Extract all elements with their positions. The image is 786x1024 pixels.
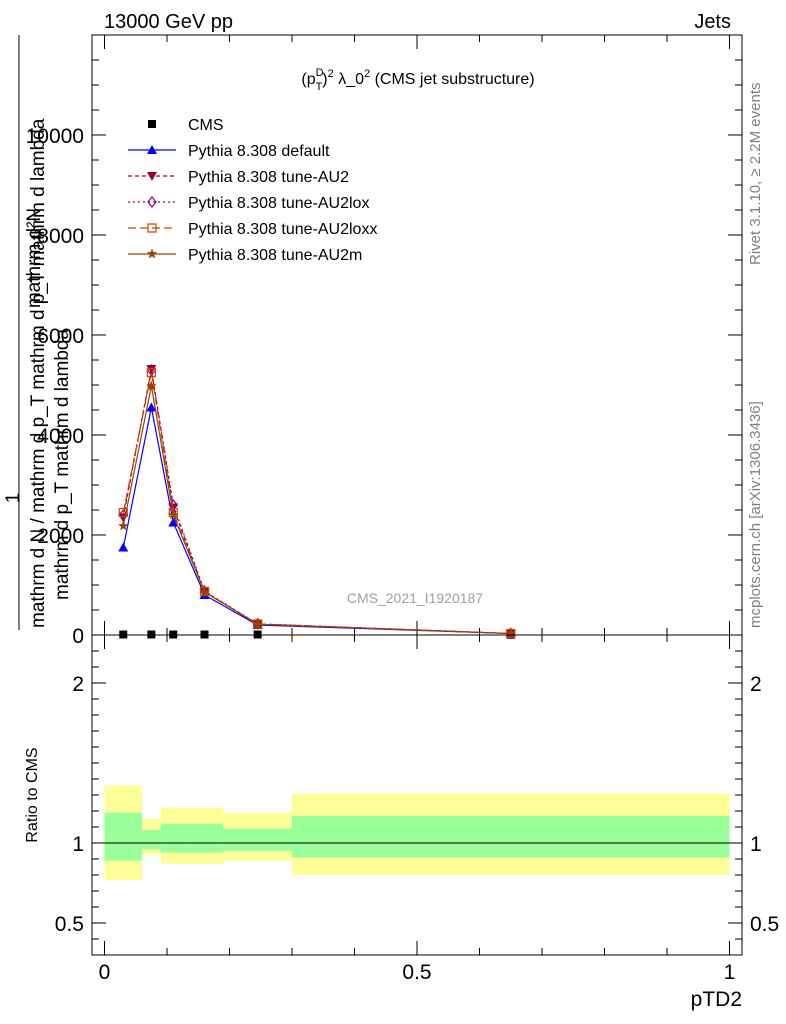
data-point	[146, 248, 158, 259]
ratio-bands	[104, 785, 730, 880]
y-tick-label: 0	[72, 625, 84, 648]
mcplots-info: mcplots.cern.ch [arXiv:1306.3436]	[747, 401, 764, 628]
data-point	[147, 223, 157, 233]
rivet-info: Rivet 3.1.10, ≥ 2.2M events	[747, 83, 764, 266]
y-label-numerator: mathrm d²N	[24, 208, 45, 308]
ratio-band-green	[104, 812, 142, 861]
legend-entry: Pythia 8.308 tune-AU2m	[128, 247, 362, 264]
data-point	[118, 520, 129, 531]
y-tick-label: 4000	[37, 425, 84, 448]
y-axis-label-ratio: Ratio to CMS	[24, 747, 41, 842]
plot-title: (pD T)2 λ_02 (CMS jet substructure)	[301, 67, 534, 93]
y-tick-label: 2000	[37, 525, 84, 548]
ratio-y-tick-label: 0.5	[55, 913, 84, 936]
legend-label: CMS	[188, 117, 224, 134]
legend-label: Pythia 8.308 tune-AU2	[188, 169, 349, 186]
header-energy-label: 13000 GeV pp	[104, 11, 233, 33]
ratio-band-green	[160, 823, 189, 853]
data-point	[252, 618, 263, 629]
y-tick-label: 8000	[37, 225, 84, 248]
data-point	[118, 507, 128, 518]
data-point	[146, 380, 157, 391]
ratio-y-tick-label: 1	[72, 833, 84, 856]
data-point	[146, 402, 157, 412]
data-point	[147, 145, 157, 154]
series-line	[122, 385, 511, 635]
y-label-one: 1	[3, 493, 24, 504]
legend-entry: Pythia 8.308 tune-AU2lox	[128, 195, 369, 212]
legend-entry: Pythia 8.308 default	[128, 143, 330, 160]
data-point	[199, 586, 210, 597]
x-tick-label: 1	[724, 961, 736, 984]
data-point	[147, 172, 157, 181]
data-point	[148, 120, 156, 128]
data-point	[147, 196, 157, 208]
data-point	[505, 628, 516, 638]
header-jets-label: Jets	[694, 11, 731, 33]
ratio-y-tick-label-right: 2	[750, 673, 762, 696]
analysis-watermark: CMS_2021_I1920187	[347, 590, 483, 606]
ratio-band-green	[223, 828, 292, 851]
data-point	[146, 367, 156, 378]
data-point	[168, 517, 179, 527]
legend-label: Pythia 8.308 tune-AU2loxx	[188, 221, 377, 238]
ratio-band-green	[188, 823, 224, 853]
y-label-denominator: mathrm d N / mathrm d p_T mathrm d p_T m…	[28, 118, 49, 628]
x-tick-label: 0	[99, 961, 111, 984]
x-axis-label: pTD2	[691, 988, 742, 1011]
y-tick-label: 6000	[37, 325, 84, 348]
data-point	[118, 542, 129, 552]
legend-entry: Pythia 8.308 tune-AU2loxx	[128, 221, 377, 238]
y-label-middle: mathrm d p_T mathrm d lambda	[52, 329, 73, 600]
ratio-y-tick-label-right: 0.5	[750, 913, 779, 936]
x-tick-label: 0.5	[402, 961, 431, 984]
legend-label: Pythia 8.308 tune-AU2lox	[188, 195, 369, 212]
legend-label: Pythia 8.308 default	[188, 143, 330, 160]
ratio-band-green	[292, 815, 730, 858]
main-panel: 0 2000 4000 6000 8000 10000 (pD T)2 λ_02 (CMS …	[26, 34, 743, 648]
ratio-y-tick-label: 2	[72, 673, 84, 696]
ratio-panel: 0.5 0.5 1 1 2 2 0 0.5 1	[55, 634, 779, 984]
legend-entry: Pythia 8.308 tune-AU2	[128, 169, 349, 186]
data-point	[168, 509, 179, 520]
main-axes: 0 2000 4000 6000 8000 10000	[26, 35, 742, 648]
ratio-band-green	[142, 830, 161, 850]
ratio-axes: 0.5 0.5 1 1 2 2 0 0.5 1	[55, 635, 779, 984]
y-tick-label: 10000	[26, 125, 84, 148]
ratio-y-tick-label-right: 1	[750, 833, 762, 856]
y-axis-label-main: mathrm d²N 1 mathrm d N / mathrm d p_T m…	[3, 35, 73, 630]
legend-label: Pythia 8.308 tune-AU2m	[188, 247, 362, 264]
legend: CMS Pythia 8.308 default Pythia 8.308 tune…	[128, 117, 377, 264]
series-5	[118, 380, 516, 638]
legend-entry: CMS	[148, 117, 224, 134]
